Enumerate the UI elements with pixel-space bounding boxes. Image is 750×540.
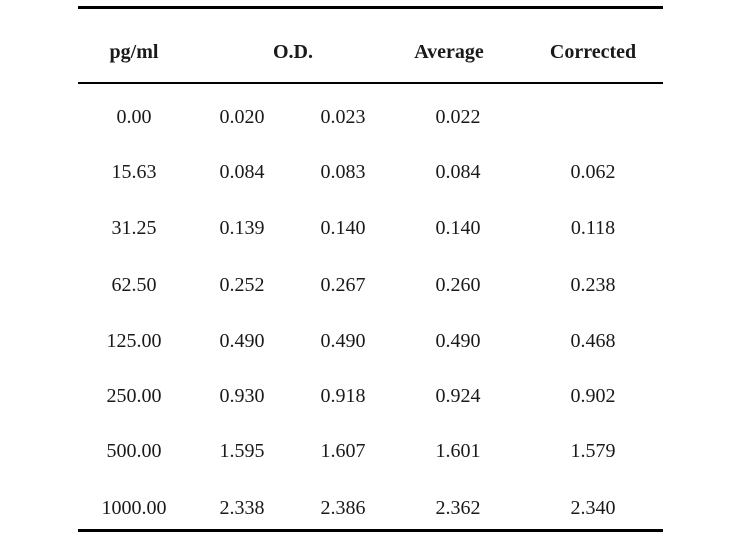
cell-od-1: 0.139 bbox=[219, 217, 265, 239]
table-row: 0.00 0.020 0.023 0.022 bbox=[0, 102, 750, 132]
cell-od-2: 0.267 bbox=[320, 274, 366, 296]
table-row: 15.63 0.084 0.083 0.084 0.062 bbox=[0, 157, 750, 187]
cell-od-1: 0.020 bbox=[219, 106, 265, 128]
cell-concentration: 1000.00 bbox=[101, 497, 167, 519]
cell-corrected: 0.468 bbox=[570, 330, 616, 352]
cell-corrected: 0.238 bbox=[570, 274, 616, 296]
table-row: 125.00 0.490 0.490 0.490 0.468 bbox=[0, 326, 750, 356]
cell-od-2: 1.607 bbox=[320, 440, 366, 462]
cell-average: 0.022 bbox=[435, 106, 481, 128]
table-row: 62.50 0.252 0.267 0.260 0.238 bbox=[0, 270, 750, 300]
cell-od-2: 0.918 bbox=[320, 385, 366, 407]
table-row: 500.00 1.595 1.607 1.601 1.579 bbox=[0, 436, 750, 466]
table-row: 31.25 0.139 0.140 0.140 0.118 bbox=[0, 213, 750, 243]
cell-od-2: 2.386 bbox=[320, 497, 366, 519]
cell-corrected: 0.118 bbox=[570, 217, 616, 239]
table-header-rule bbox=[78, 82, 663, 84]
cell-concentration: 15.63 bbox=[111, 161, 157, 183]
cell-concentration: 250.00 bbox=[106, 385, 162, 407]
cell-corrected: 2.340 bbox=[570, 497, 616, 519]
cell-average: 0.924 bbox=[435, 385, 481, 407]
cell-corrected: 0.062 bbox=[570, 161, 616, 183]
cell-od-1: 0.930 bbox=[219, 385, 265, 407]
header-concentration: pg/ml bbox=[109, 41, 159, 63]
cell-corrected: 0.902 bbox=[570, 385, 616, 407]
cell-od-1: 0.490 bbox=[219, 330, 265, 352]
cell-concentration: 62.50 bbox=[111, 274, 157, 296]
cell-concentration: 31.25 bbox=[111, 217, 157, 239]
cell-od-2: 0.140 bbox=[320, 217, 366, 239]
header-average: Average bbox=[414, 41, 484, 63]
cell-od-1: 2.338 bbox=[219, 497, 265, 519]
cell-concentration: 125.00 bbox=[106, 330, 162, 352]
cell-concentration: 0.00 bbox=[116, 106, 152, 128]
cell-average: 0.260 bbox=[435, 274, 481, 296]
cell-average: 0.140 bbox=[435, 217, 481, 239]
cell-od-1: 0.252 bbox=[219, 274, 265, 296]
header-od: O.D. bbox=[273, 41, 313, 63]
header-corrected: Corrected bbox=[549, 41, 637, 63]
cell-od-1: 1.595 bbox=[219, 440, 265, 462]
cell-od-2: 0.023 bbox=[320, 106, 366, 128]
cell-average: 2.362 bbox=[435, 497, 481, 519]
cell-average: 1.601 bbox=[435, 440, 481, 462]
cell-od-2: 0.083 bbox=[320, 161, 366, 183]
cell-average: 0.084 bbox=[435, 161, 481, 183]
table-bottom-rule bbox=[78, 529, 663, 532]
table-row: 1000.00 2.338 2.386 2.362 2.340 bbox=[0, 493, 750, 523]
cell-od-1: 0.084 bbox=[219, 161, 265, 183]
cell-average: 0.490 bbox=[435, 330, 481, 352]
table-top-rule bbox=[78, 6, 663, 9]
cell-od-2: 0.490 bbox=[320, 330, 366, 352]
cell-concentration: 500.00 bbox=[106, 440, 162, 462]
table-row: 250.00 0.930 0.918 0.924 0.902 bbox=[0, 381, 750, 411]
table-header: pg/ml O.D. Average Corrected bbox=[0, 30, 750, 74]
cell-corrected: 1.579 bbox=[570, 440, 616, 462]
